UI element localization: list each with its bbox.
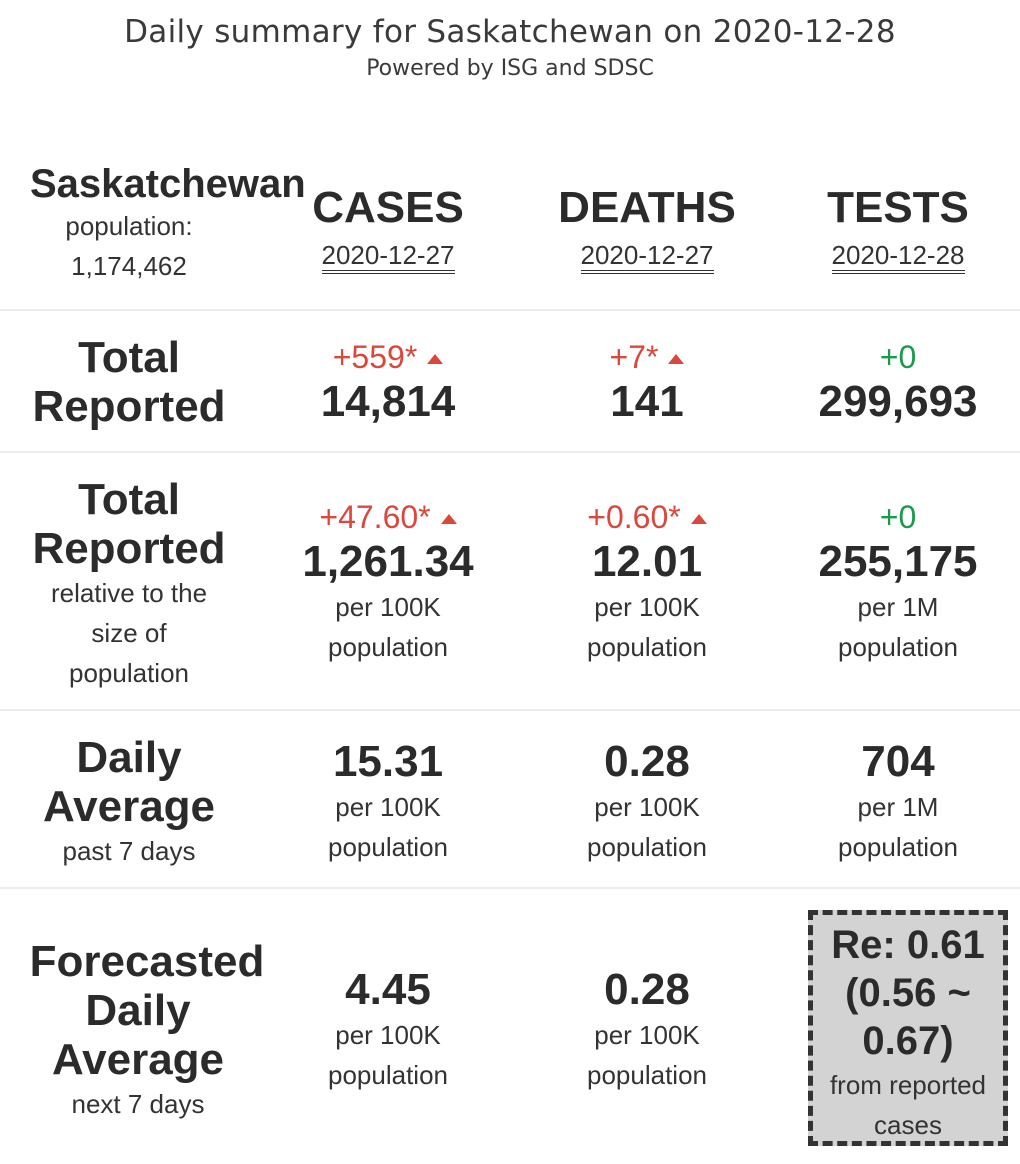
page-subtitle: Powered by ISG and SDSC <box>366 56 654 81</box>
total-value: 14,814 <box>320 377 456 426</box>
row-sublabel-line: population <box>69 658 189 688</box>
unit-line: population <box>328 1060 448 1090</box>
daily-change: +559* <box>258 337 518 377</box>
column-header-tests: TESTS 2020-12-28 <box>776 186 1020 274</box>
reproduction-number-box: Re: 0.61 (0.56 ~ 0.67) from reported cas… <box>808 910 1008 1146</box>
deaths-total-cell: +7* 141 <box>518 337 776 427</box>
daily-average-row: Daily Average past 7 days 15.31 per 100K… <box>0 711 1020 887</box>
total-reported-row: Total Reported +559* 14,814 +7* 141 +0 2… <box>0 311 1020 451</box>
tests-relative-cell: +0 255,175 per 1M population <box>776 497 1020 667</box>
total-value: 299,693 <box>818 377 978 426</box>
deaths-forecast-cell: 0.28 per 100K population <box>518 965 776 1095</box>
re-line: 0.67) <box>862 1019 954 1063</box>
population-value: 1,174,462 <box>71 251 187 281</box>
column-date-link[interactable]: 2020-12-28 <box>831 240 965 274</box>
row-divider <box>0 451 1020 453</box>
row-label-line: Average <box>42 782 216 831</box>
row-label: Total Reported relative to the size of p… <box>0 475 258 693</box>
unit-line: per 100K <box>594 792 700 822</box>
column-label: CASES <box>312 183 464 232</box>
deaths-relative-cell: +0.60* 12.01 per 100K population <box>518 497 776 667</box>
column-label: TESTS <box>827 183 969 232</box>
re-line: Re: 0.61 <box>831 923 985 967</box>
triangle-up-icon <box>690 514 707 524</box>
column-date-link[interactable]: 2020-12-27 <box>580 240 714 274</box>
cases-relative-cell: +47.60* 1,261.34 per 100K population <box>258 497 518 667</box>
total-relative-row: Total Reported relative to the size of p… <box>0 453 1020 709</box>
daily-change: +0 <box>879 499 917 535</box>
cases-average-cell: 15.31 per 100K population <box>258 737 518 867</box>
relative-value: 1,261.34 <box>302 537 474 586</box>
triangle-up-icon <box>440 514 457 524</box>
forecast-value: 4.45 <box>345 965 431 1014</box>
population-label: population: <box>65 211 193 241</box>
unit-line: population <box>838 832 958 862</box>
column-header-deaths: DEATHS 2020-12-27 <box>518 186 776 274</box>
row-label-line: Daily <box>76 733 182 782</box>
average-value: 0.28 <box>604 737 690 786</box>
unit-line: population <box>587 632 707 662</box>
relative-value: 255,175 <box>818 537 978 586</box>
unit-line: population <box>587 832 707 862</box>
row-sublabel-line: size of <box>91 618 167 648</box>
daily-change: +47.60* <box>258 497 518 537</box>
re-sublabel-line: cases <box>874 1110 942 1140</box>
tests-total-cell: +0 299,693 <box>776 337 1020 427</box>
row-label-line: Reported <box>32 524 226 573</box>
unit-line: population <box>587 1060 707 1090</box>
row-label-line: Forecasted <box>29 937 265 986</box>
total-value: 141 <box>610 377 684 426</box>
page-title: Daily summary for Saskatchewan on 2020-1… <box>124 14 896 50</box>
row-divider <box>0 709 1020 711</box>
column-label: DEATHS <box>558 183 736 232</box>
cases-total-cell: +559* 14,814 <box>258 337 518 427</box>
row-sublabel-line: next 7 days <box>71 1089 205 1119</box>
daily-change: +0 <box>879 339 917 375</box>
average-value: 704 <box>861 737 935 786</box>
daily-change: +7* <box>518 337 776 377</box>
region-name: Saskatchewan <box>30 162 306 206</box>
header-row: Saskatchewan population: 1,174,462 CASES… <box>0 150 1020 308</box>
row-label: Forecasted Daily Average next 7 days <box>18 937 276 1124</box>
average-value: 15.31 <box>332 737 444 786</box>
relative-value: 12.01 <box>591 537 703 586</box>
tests-average-cell: 704 per 1M population <box>776 737 1020 867</box>
unit-line: population <box>328 832 448 862</box>
row-divider <box>0 887 1020 889</box>
unit-line: per 1M <box>857 792 939 822</box>
unit-line: per 100K <box>594 1020 700 1050</box>
column-header-cases: CASES 2020-12-27 <box>258 186 518 274</box>
unit-line: per 100K <box>335 592 441 622</box>
unit-line: per 100K <box>335 1020 441 1050</box>
row-label-line: Average <box>51 1035 225 1084</box>
deaths-average-cell: 0.28 per 100K population <box>518 737 776 867</box>
cases-forecast-cell: 4.45 per 100K population <box>258 965 518 1095</box>
re-line: (0.56 ~ <box>845 971 971 1015</box>
unit-line: per 100K <box>594 592 700 622</box>
row-label-line: Reported <box>32 382 226 431</box>
re-sublabel-line: from reported <box>829 1070 987 1100</box>
region-cell: Saskatchewan population: 1,174,462 <box>0 164 306 286</box>
unit-line: per 100K <box>335 792 441 822</box>
forecast-row: Forecasted Daily Average next 7 days 4.4… <box>0 889 1020 1164</box>
row-divider <box>0 309 1020 311</box>
row-label-line: Daily <box>85 986 191 1035</box>
daily-change: +0.60* <box>518 497 776 537</box>
triangle-up-icon <box>427 354 444 364</box>
row-label: Daily Average past 7 days <box>0 733 258 871</box>
row-sublabel-line: relative to the <box>50 578 208 608</box>
unit-line: per 1M <box>857 592 939 622</box>
row-sublabel-line: past 7 days <box>62 836 196 866</box>
column-date-link[interactable]: 2020-12-27 <box>321 240 455 274</box>
unit-line: population <box>328 632 448 662</box>
triangle-up-icon <box>668 354 685 364</box>
row-label-line: Total <box>78 333 180 382</box>
row-label-line: Total <box>78 475 180 524</box>
forecast-value: 0.28 <box>604 965 690 1014</box>
unit-line: population <box>838 632 958 662</box>
row-label: Total Reported <box>0 333 258 431</box>
